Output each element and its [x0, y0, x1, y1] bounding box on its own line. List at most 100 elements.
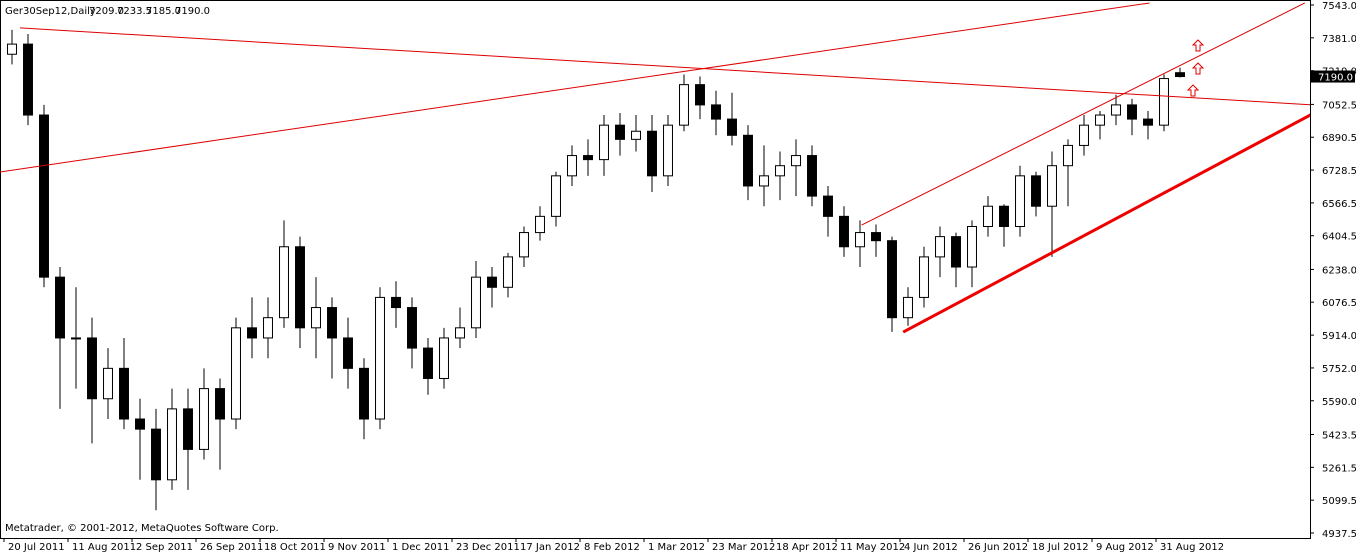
candle-body [727, 118, 737, 136]
candle-body [215, 388, 225, 420]
x-tick-label: 18 Oct 2011 [264, 542, 326, 553]
candle-body [519, 232, 529, 258]
last-price-label: 7190.0 [1318, 73, 1353, 84]
y-tick-label: 5099.5 [1322, 496, 1356, 507]
up-arrow [1191, 62, 1205, 75]
candle-body [631, 130, 641, 140]
x-tick-label: 11 Aug 2011 [72, 542, 136, 553]
up-arrow [1186, 84, 1200, 97]
candle-body [951, 236, 961, 268]
trend-line [0, 2, 1150, 173]
header-close: 7190.0 [175, 6, 210, 17]
header-open: 7209.0 [89, 6, 124, 17]
candle-body [551, 175, 561, 217]
candle-body [23, 43, 33, 116]
candle-body [791, 155, 801, 167]
y-tick-label: 6566.5 [1322, 199, 1356, 210]
candle-body [903, 296, 913, 319]
x-tick-label: 18 Jul 2012 [1032, 542, 1089, 553]
trend-line [19, 27, 1310, 106]
x-tick-label: 18 Apr 2012 [776, 542, 838, 553]
candle-body [295, 246, 305, 329]
candle-body [983, 205, 993, 227]
candle-body [1159, 78, 1169, 126]
candle-body [647, 130, 657, 177]
y-tick-label: 5914.0 [1322, 331, 1356, 342]
candle-body [487, 276, 497, 288]
last-price-box [1311, 70, 1355, 83]
candle-body [1015, 175, 1025, 227]
plot-area [0, 2, 1310, 511]
candle-body [775, 165, 785, 177]
candle-body [919, 256, 929, 298]
candle-body [375, 296, 385, 420]
candle-body [455, 327, 465, 339]
candle-body [1095, 114, 1105, 126]
candle-body [279, 246, 289, 319]
header-symbol: Ger30Sep12,Daily [5, 6, 96, 17]
x-tick-label: 26 Jun 2012 [968, 542, 1028, 553]
candle-body [311, 307, 321, 329]
x-tick-label: 20 Jul 2011 [8, 542, 65, 553]
candle-body [247, 327, 257, 339]
candle-body [7, 43, 17, 55]
candle-body [503, 256, 513, 288]
candle-body [615, 124, 625, 140]
candle-body [759, 175, 769, 187]
candle-body [359, 367, 369, 420]
candle-body [935, 236, 945, 258]
candle-body [583, 155, 593, 161]
candle-body [423, 347, 433, 379]
candle-body [263, 317, 273, 339]
candle-body [679, 84, 689, 126]
candle-body [327, 307, 337, 339]
candle-body [439, 337, 449, 379]
footer: Metatrader, © 2001-2012, MetaQuotes Soft… [5, 523, 279, 534]
y-tick-label: 5590.0 [1322, 397, 1356, 408]
x-tick-label: 2 Sep 2011 [136, 542, 193, 553]
x-tick-label: 8 Feb 2012 [584, 542, 640, 553]
candle-body [135, 418, 145, 430]
y-tick-label: 4937.5 [1322, 529, 1356, 540]
x-tick-label: 1 Mar 2012 [648, 542, 705, 553]
candle-body [839, 215, 849, 248]
x-tick-label: 23 Dec 2011 [456, 542, 520, 553]
candle-body [1175, 72, 1185, 78]
y-tick-label: 7381.0 [1322, 34, 1356, 45]
candle-body [407, 307, 417, 349]
candle-body [1047, 165, 1057, 207]
y-tick-label: 7543.0 [1322, 1, 1356, 12]
candle-body [887, 240, 897, 319]
trend-line [861, 2, 1306, 226]
y-tick-label: 7052.5 [1322, 100, 1356, 111]
x-tick-label: 1 Dec 2011 [392, 542, 450, 553]
candle-body [119, 367, 129, 420]
x-tick-label: 4 Jun 2012 [904, 542, 958, 553]
candle-body [343, 337, 353, 369]
y-tick-label: 6076.5 [1322, 298, 1356, 309]
candle-body [871, 232, 881, 242]
candle-body [663, 124, 673, 177]
x-tick-label: 26 Sep 2011 [200, 542, 263, 553]
y-tick-label: 6404.5 [1322, 232, 1356, 243]
candle-body [999, 205, 1009, 227]
candle-body [391, 296, 401, 309]
candle-body [1127, 104, 1137, 120]
axes: 7543.07381.07219.07052.56890.56728.56566… [3, 1, 1356, 553]
candle-body [71, 337, 81, 340]
candle-body [199, 388, 209, 450]
candle-body [855, 232, 865, 248]
y-tick-label: 5261.5 [1322, 463, 1356, 474]
candle-body [807, 155, 817, 197]
header-low: 7185.0 [146, 6, 181, 17]
y-tick-label: 6238.0 [1322, 265, 1356, 276]
candle-body [231, 327, 241, 420]
x-tick-label: 9 Nov 2011 [328, 542, 386, 553]
candle-body [711, 104, 721, 120]
candle-body [1111, 104, 1121, 116]
candle-body [1143, 118, 1153, 126]
header-high: 7233.5 [117, 6, 152, 17]
candle-body [103, 367, 113, 400]
